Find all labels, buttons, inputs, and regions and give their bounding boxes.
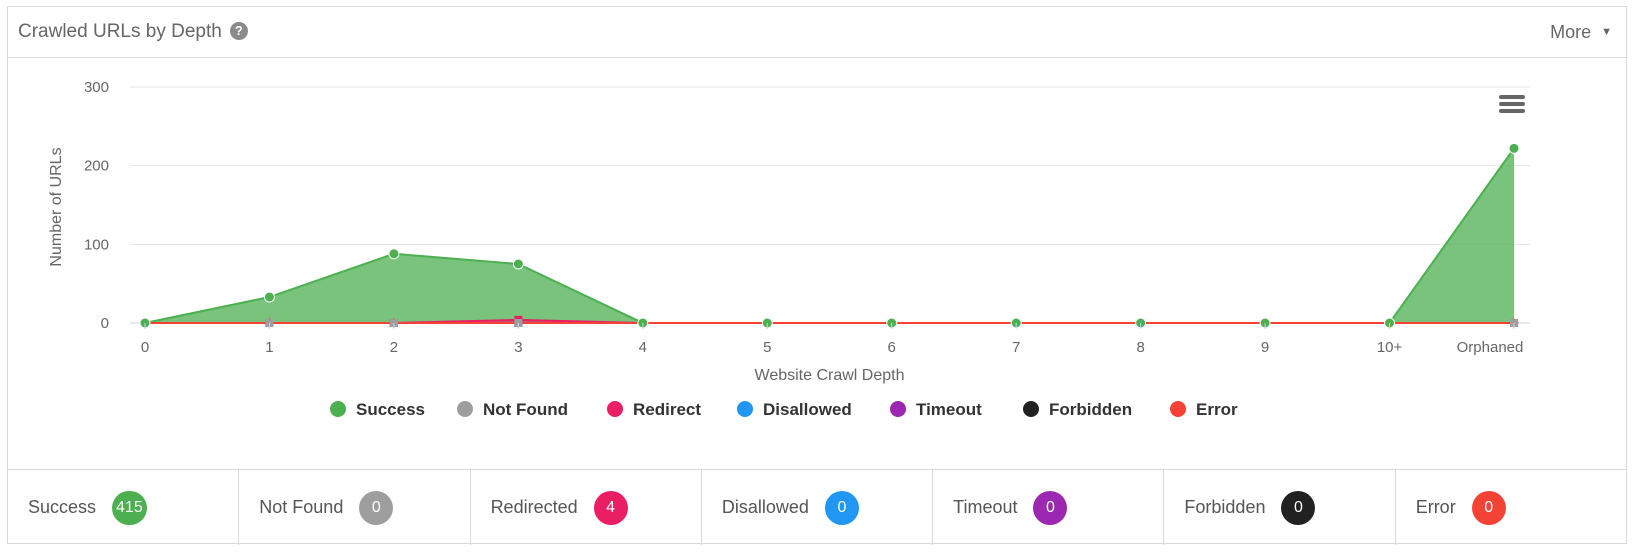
x-tick-label: 5 xyxy=(763,339,771,356)
stat-label: Forbidden xyxy=(1184,497,1266,517)
hamburger-menu-icon[interactable] xyxy=(1499,95,1525,113)
panel-title: Crawled URLs by Depth? xyxy=(18,21,248,43)
legend-marker xyxy=(737,401,753,417)
legend-label: Disallowed xyxy=(763,400,852,419)
legend-item[interactable]: Redirect xyxy=(607,400,701,419)
y-tick-label: 100 xyxy=(84,236,109,253)
count-badge: 415 xyxy=(112,490,147,525)
count-badge: 0 xyxy=(1471,490,1506,525)
legend-item[interactable]: Disallowed xyxy=(737,400,852,419)
legend-marker xyxy=(330,401,346,417)
x-tick-label: 9 xyxy=(1261,339,1269,356)
x-tick-label: 6 xyxy=(888,339,896,356)
stat-redirected[interactable]: Redirected 4 xyxy=(471,470,702,545)
y-axis-ticks: 0 100 200 300 xyxy=(84,79,109,332)
count-badge: 4 xyxy=(593,490,628,525)
stat-disallowed[interactable]: Disallowed 0 xyxy=(702,470,934,545)
legend-label: Timeout xyxy=(916,400,982,419)
legend-marker xyxy=(457,401,473,417)
legend-label: Forbidden xyxy=(1049,400,1132,419)
count-badge: 0 xyxy=(359,490,394,525)
panel-header: Crawled URLs by Depth? More ▼ xyxy=(8,7,1626,58)
x-tick-label: 1 xyxy=(265,339,273,356)
y-tick-label: 300 xyxy=(84,79,109,96)
x-tick-label: 8 xyxy=(1136,339,1144,356)
more-label: More xyxy=(1550,22,1592,42)
stat-timeout[interactable]: Timeout 0 xyxy=(933,470,1165,545)
stat-success[interactable]: Success 415 xyxy=(8,470,240,545)
data-point[interactable] xyxy=(263,291,275,303)
chart-areas xyxy=(144,147,1515,324)
legend-label: Not Found xyxy=(483,400,568,419)
legend-label: Success xyxy=(356,400,425,419)
count-badge: 0 xyxy=(824,490,859,525)
legend-marker xyxy=(890,401,906,417)
legend-item[interactable]: Success xyxy=(330,400,425,419)
legend-label: Error xyxy=(1196,400,1238,419)
y-tick-label: 200 xyxy=(84,158,109,175)
x-tick-label: 3 xyxy=(514,339,522,356)
status-summary-bar: Success 415 Not Found 0 Redirected 4 Disallowe… xyxy=(8,469,1626,545)
stat-error[interactable]: Error 0 xyxy=(1396,470,1626,545)
stat-not-found[interactable]: Not Found 0 xyxy=(239,470,471,545)
series-area xyxy=(145,148,1514,323)
x-axis-ticks: 0 1 2 3 4 5 6 7 8 9 10+ Orphaned xyxy=(141,323,1524,356)
x-tick-label: 7 xyxy=(1012,339,1020,356)
x-tick-label: 0 xyxy=(141,339,149,356)
legend-marker xyxy=(1170,401,1186,417)
x-tick-label: 10+ xyxy=(1377,339,1403,356)
legend-label: Redirect xyxy=(633,400,701,419)
legend-item[interactable]: Error xyxy=(1170,400,1238,419)
legend-marker xyxy=(607,401,623,417)
legend-item[interactable]: Forbidden xyxy=(1023,400,1132,419)
x-tick-label: Orphaned xyxy=(1457,339,1524,356)
data-point[interactable] xyxy=(1508,142,1520,154)
x-axis-title: Website Crawl Depth xyxy=(755,367,905,384)
panel-title-text: Crawled URLs by Depth xyxy=(18,21,222,42)
data-point[interactable] xyxy=(512,258,524,270)
caret-down-icon: ▼ xyxy=(1601,26,1612,38)
legend-item[interactable]: Timeout xyxy=(890,400,982,419)
stat-label: Not Found xyxy=(259,497,344,517)
crawl-depth-panel: Crawled URLs by Depth? More ▼ 0 1 2 3 4 5 6 7 8 9 1… xyxy=(7,6,1627,545)
stat-label: Disallowed xyxy=(721,497,809,517)
x-tick-label: 2 xyxy=(390,339,398,356)
count-badge: 0 xyxy=(1281,490,1316,525)
data-point[interactable] xyxy=(388,248,400,260)
chart-legend: Success Not Found Redirect Disallowed Timeou… xyxy=(330,400,1238,419)
legend-item[interactable]: Not Found xyxy=(457,400,568,419)
stat-forbidden[interactable]: Forbidden 0 xyxy=(1164,470,1396,545)
stat-label: Error xyxy=(1415,497,1456,517)
stat-label: Success xyxy=(28,497,97,517)
stat-label: Redirected xyxy=(490,497,578,517)
y-tick-label: 0 xyxy=(101,315,109,332)
count-badge: 0 xyxy=(1033,490,1068,525)
y-axis-title: Number of URLs xyxy=(48,147,65,266)
legend-marker xyxy=(1023,401,1039,417)
question-circle-icon[interactable]: ? xyxy=(229,22,248,40)
stat-label: Timeout xyxy=(953,497,1018,517)
more-dropdown-button[interactable]: More ▼ xyxy=(1550,22,1612,43)
crawl-depth-chart: 0 1 2 3 4 5 6 7 8 9 10+ Orphaned 0 100 200 300 Website… xyxy=(48,79,1530,419)
x-tick-label: 4 xyxy=(639,339,647,356)
